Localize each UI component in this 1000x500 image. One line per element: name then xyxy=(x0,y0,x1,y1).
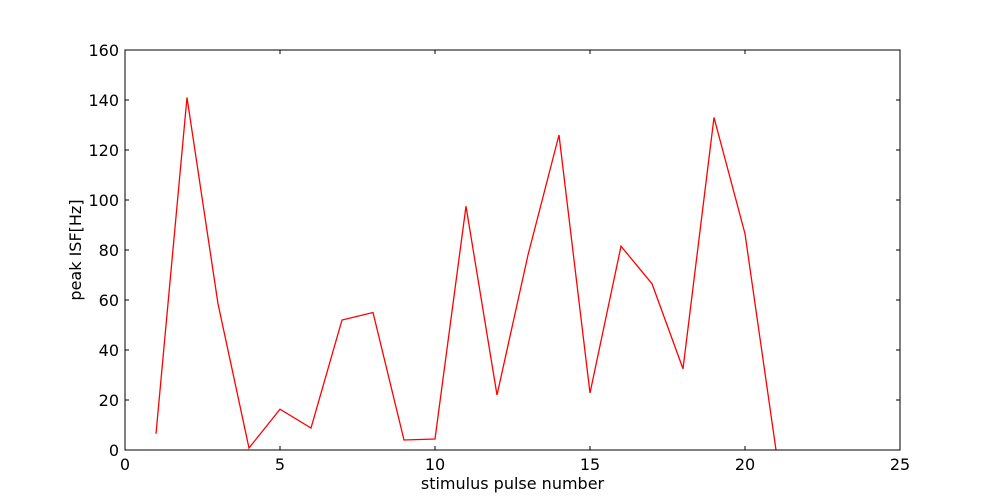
x-tick-label: 10 xyxy=(425,455,445,474)
x-tick-label: 20 xyxy=(735,455,755,474)
y-tick-label: 20 xyxy=(99,391,119,410)
y-tick-label: 120 xyxy=(88,141,119,160)
y-tick-label: 160 xyxy=(88,41,119,60)
y-tick-label: 40 xyxy=(99,341,119,360)
ticks: 0 5 10 15 20 25 0 20 40 60 80 100 120 140 160 xyxy=(88,41,910,474)
y-tick-label: 100 xyxy=(88,191,119,210)
x-tick-label: 5 xyxy=(275,455,285,474)
y-tick-label: 0 xyxy=(109,441,119,460)
series-line xyxy=(155,97,777,450)
x-axis-label: stimulus pulse number xyxy=(421,474,605,493)
y-tick-label: 140 xyxy=(88,91,119,110)
x-tick-label: 0 xyxy=(120,455,130,474)
axes-frame xyxy=(124,49,901,451)
y-tick-label: 60 xyxy=(99,291,119,310)
x-tick-label: 15 xyxy=(580,455,600,474)
y-axis-label: peak ISF[Hz] xyxy=(66,199,85,300)
x-tick-label: 25 xyxy=(890,455,910,474)
y-tick-label: 80 xyxy=(99,241,119,260)
series-layer xyxy=(155,97,777,450)
